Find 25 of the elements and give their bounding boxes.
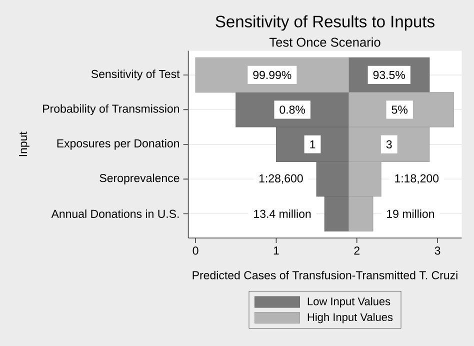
annotation: 1 — [310, 140, 316, 148]
x-tick-label: 0 — [192, 246, 198, 255]
y-tick-label: Sensitivity of Test — [91, 70, 180, 80]
y-tick-label: Annual Donations in U.S. — [51, 210, 179, 218]
annotation: 1:18,200 — [395, 174, 439, 184]
x-tick-label: 1 — [274, 246, 279, 254]
y-axis-title: Input — [19, 132, 30, 156]
x-tick-label: 3 — [434, 246, 440, 255]
x-tick-label: 2 — [354, 246, 360, 255]
annotation: 1:28,600 — [259, 174, 303, 184]
annotation: 99.99% — [253, 70, 292, 80]
y-tick-label: Probability of Transmission — [43, 104, 179, 116]
annotation: 0.8% — [280, 106, 306, 114]
legend-label: High Input Values — [308, 312, 393, 324]
annotation: 93.5% — [373, 70, 406, 80]
annotation: 5% — [392, 106, 408, 114]
chart-title: Sensitivity of Results to Inputs — [216, 15, 434, 31]
legend-label: Low Input Values — [308, 297, 390, 308]
y-tick-label: Exposures per Donation — [57, 138, 179, 150]
annotation: 13.4 million — [254, 210, 311, 218]
y-tick-label: Seroprevalence — [100, 174, 180, 184]
annotation: 3 — [386, 140, 392, 148]
chart-subtitle: Test Once Scenario — [269, 37, 380, 47]
annotation: 19 million — [387, 210, 434, 218]
x-axis-title: Predicted Cases of Transfusion-Transmitted T. Cruzi — [192, 270, 458, 280]
